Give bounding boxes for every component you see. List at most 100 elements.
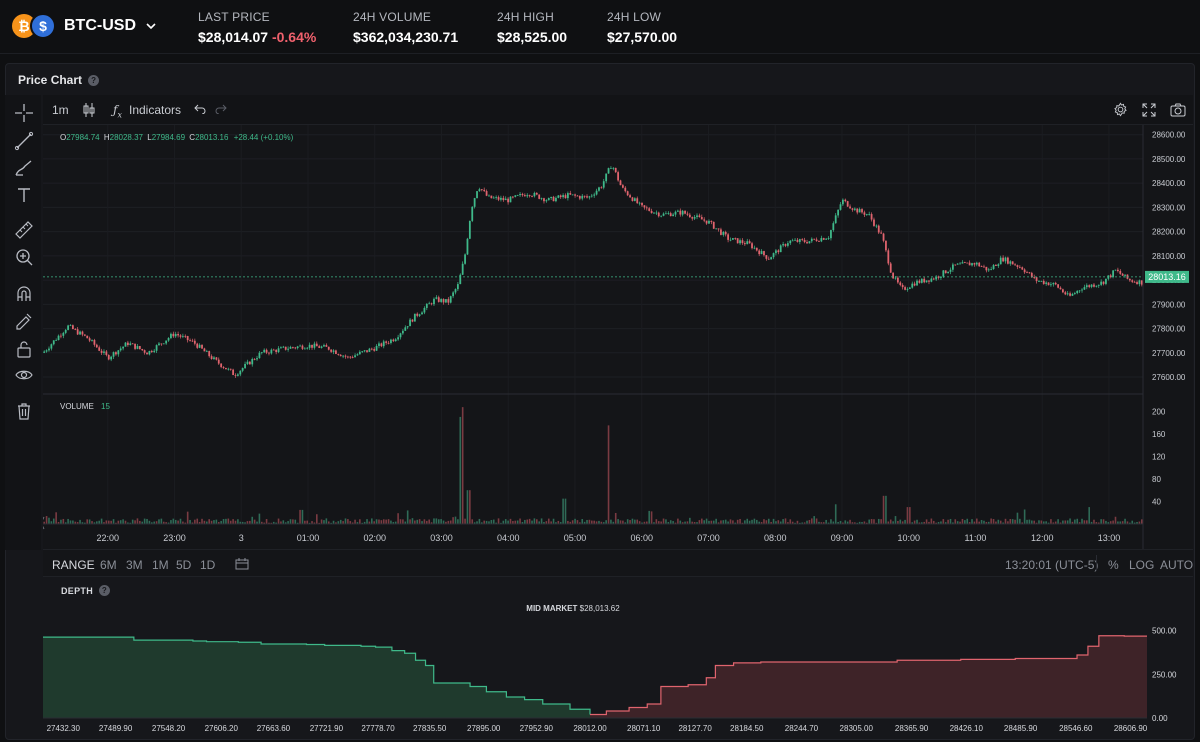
range-3m[interactable]: 3M [126,558,143,572]
volume-bar [624,522,627,524]
candle-body [456,284,459,290]
candle-body [313,343,316,348]
candle-body [296,346,299,349]
crosshair-icon[interactable] [14,103,34,123]
volume-bar [889,519,892,524]
text-tool-icon[interactable] [14,185,34,205]
candle-body [636,198,639,204]
candle-body [253,358,256,360]
candle-body [767,258,770,260]
candle-body [669,213,672,217]
price-tick-label: 28300.00 [1152,203,1186,212]
volume-bar [954,519,957,524]
candle-body [146,352,148,355]
candle-body [796,239,799,242]
range-5d[interactable]: 5D [176,558,192,572]
redo-icon[interactable] [215,104,227,114]
candle-body [691,217,694,219]
trend-line-icon[interactable] [14,131,34,151]
indicators-icon[interactable]: ƒx [113,103,122,120]
price-chart[interactable]: 28600.00 28500.00 28400.00 28300.00 28200.00… [43,125,1193,549]
volume-tick-label: 40 [1152,497,1161,506]
candle-body [717,228,720,230]
volume-bar [999,520,1002,524]
volume-bar [629,520,631,524]
lock-icon[interactable] [14,339,34,359]
undo-icon[interactable] [194,104,206,114]
pencil-lock-icon[interactable] [14,311,34,331]
volume-bar [648,510,650,524]
candle-body [143,350,146,353]
volume-bar [923,521,925,524]
candle-body [263,349,266,353]
volume-bar [892,521,894,524]
time-tick-label: 10:00 [897,533,920,543]
time-tick-label: 04:00 [497,533,520,543]
volume-bar [555,522,557,524]
candle-body [610,168,612,169]
eye-icon[interactable] [14,365,34,385]
volume-bar [174,519,177,524]
volume-bar [430,522,433,524]
candle-body [112,352,115,357]
candle-body [641,202,643,206]
volume-bar [428,519,430,524]
drawing-toolbar [5,95,41,550]
candle-body [1061,289,1064,293]
volume-bar [45,516,48,524]
magnet-icon[interactable] [14,284,34,304]
volume-bar [74,521,77,524]
volume-bar [263,522,265,524]
volume-bar [1095,522,1098,524]
brush-icon[interactable] [14,158,34,178]
candle-body [401,330,404,334]
settings-gear-icon[interactable] [1113,102,1128,117]
camera-icon[interactable] [1170,103,1186,117]
candle-body [1023,269,1026,273]
help-icon[interactable]: ? [99,585,111,596]
price-tick-label: 28500.00 [1152,155,1186,164]
auto-toggle[interactable]: AUTO [1160,558,1194,572]
zoom-in-icon[interactable] [14,247,34,267]
candle-body [60,335,62,337]
candle-body [820,238,823,242]
volume-bar [617,519,619,524]
candle-body [1042,280,1045,284]
ruler-icon[interactable] [14,220,34,240]
help-icon[interactable]: ? [88,74,100,86]
volume-bar [284,522,287,524]
range-1d[interactable]: 1D [200,558,216,572]
volume-bar [906,507,909,524]
volume-bar [672,521,674,524]
volume-bar [607,425,610,524]
volume-bar [67,518,69,524]
candle-body [1114,269,1117,271]
candles-icon[interactable] [83,103,95,117]
fullscreen-icon[interactable] [1142,103,1156,117]
candle-body [794,239,796,241]
percent-toggle[interactable]: % [1108,558,1119,572]
candle-body [1028,272,1031,274]
interval-selector[interactable]: 1m [52,103,69,117]
candle-body [409,319,411,327]
log-toggle[interactable]: LOG [1129,558,1155,572]
volume-bar [602,522,605,524]
pair-selector[interactable]: ₿ $ BTC-USD [12,12,158,40]
volume-bar [339,519,342,524]
volume-bar [55,512,57,524]
volume-bar [72,520,74,524]
volume-bar [679,520,682,524]
volume-bar [459,416,462,524]
depth-chart[interactable]: MID MARKET $28,013.62 27432.30 27489.90 27… [43,600,1193,735]
candle-body [1128,278,1131,281]
volume-bar [253,519,256,524]
date-range-icon[interactable] [235,558,249,570]
range-1m[interactable]: 1M [152,558,169,572]
volume-bar [775,521,777,524]
range-6m[interactable]: 6M [100,558,117,572]
volume-bar [442,520,445,524]
volume-bar [495,522,497,524]
trash-icon[interactable] [14,401,34,421]
indicators-button[interactable]: Indicators [129,103,182,117]
volume-bar [268,522,270,524]
